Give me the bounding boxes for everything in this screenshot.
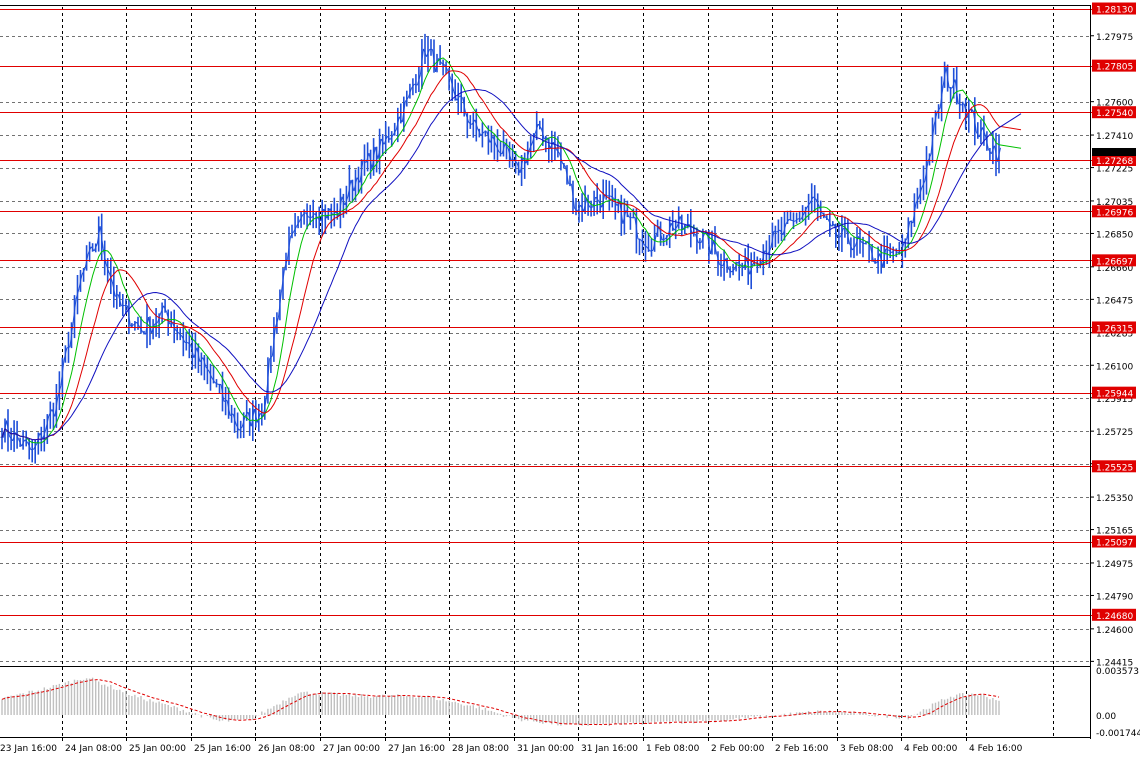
- level-label: 1.26315: [1096, 324, 1133, 334]
- time-label: 1 Feb 08:00: [646, 744, 700, 754]
- level-label: 1.28130: [1096, 6, 1133, 16]
- time-label: 28 Jan 08:00: [452, 744, 509, 754]
- oscillator-tick-label: -0.001744: [1096, 729, 1140, 739]
- level-label: 1.26697: [1096, 257, 1133, 267]
- price-bar-body: [629, 217, 632, 218]
- oscillator-tick-label: 0.003573: [1096, 667, 1139, 677]
- level-label: 1.27805: [1096, 63, 1133, 73]
- time-label: 25 Jan 00:00: [129, 744, 186, 754]
- time-label: 3 Feb 08:00: [840, 744, 894, 754]
- time-label: 24 Jan 08:00: [65, 744, 122, 754]
- price-tick-label: 1.24600: [1096, 626, 1133, 636]
- price-bar-body: [569, 184, 572, 185]
- price-tick-label: 1.27410: [1096, 132, 1133, 142]
- level-label: 1.27540: [1096, 109, 1133, 119]
- time-label: 25 Jan 16:00: [194, 744, 251, 754]
- level-label: 1.26976: [1096, 208, 1133, 218]
- oscillator-tick-label: 0.00: [1096, 712, 1116, 722]
- time-label: 2 Feb 00:00: [711, 744, 765, 754]
- time-label: 23 Jan 16:00: [0, 744, 57, 754]
- time-label: 27 Jan 16:00: [388, 744, 445, 754]
- price-tick-label: 1.26475: [1096, 296, 1133, 306]
- price-bar-body: [650, 250, 653, 251]
- price-tick-label: 1.24975: [1096, 560, 1133, 570]
- price-tick-label: 1.26850: [1096, 230, 1133, 240]
- time-label: 2 Feb 16:00: [775, 744, 829, 754]
- price-tick-label: 1.27975: [1096, 33, 1133, 43]
- time-label: 26 Jan 08:00: [258, 744, 315, 754]
- price-tick-label: 1.25350: [1096, 494, 1133, 504]
- time-label: 31 Jan 00:00: [517, 744, 574, 754]
- price-bar-body: [170, 323, 173, 324]
- level-label: 1.25944: [1096, 390, 1133, 400]
- price-tick-label: 1.24790: [1096, 592, 1133, 602]
- time-label: 4 Feb 16:00: [969, 744, 1023, 754]
- level-label: 1.27268: [1096, 157, 1133, 167]
- current-price-marker: [1092, 148, 1136, 156]
- price-bar-body: [692, 233, 695, 234]
- time-label: 27 Jan 00:00: [323, 744, 380, 754]
- price-tick-label: 1.25725: [1096, 428, 1133, 438]
- level-label: 1.24680: [1096, 612, 1133, 622]
- price-tick-label: 1.25165: [1096, 527, 1133, 537]
- price-tick-label: 1.26100: [1096, 362, 1133, 372]
- level-label: 1.25525: [1096, 463, 1133, 473]
- level-label: 1.25097: [1096, 539, 1133, 549]
- time-label: 4 Feb 00:00: [904, 744, 958, 754]
- time-label: 31 Jan 16:00: [581, 744, 638, 754]
